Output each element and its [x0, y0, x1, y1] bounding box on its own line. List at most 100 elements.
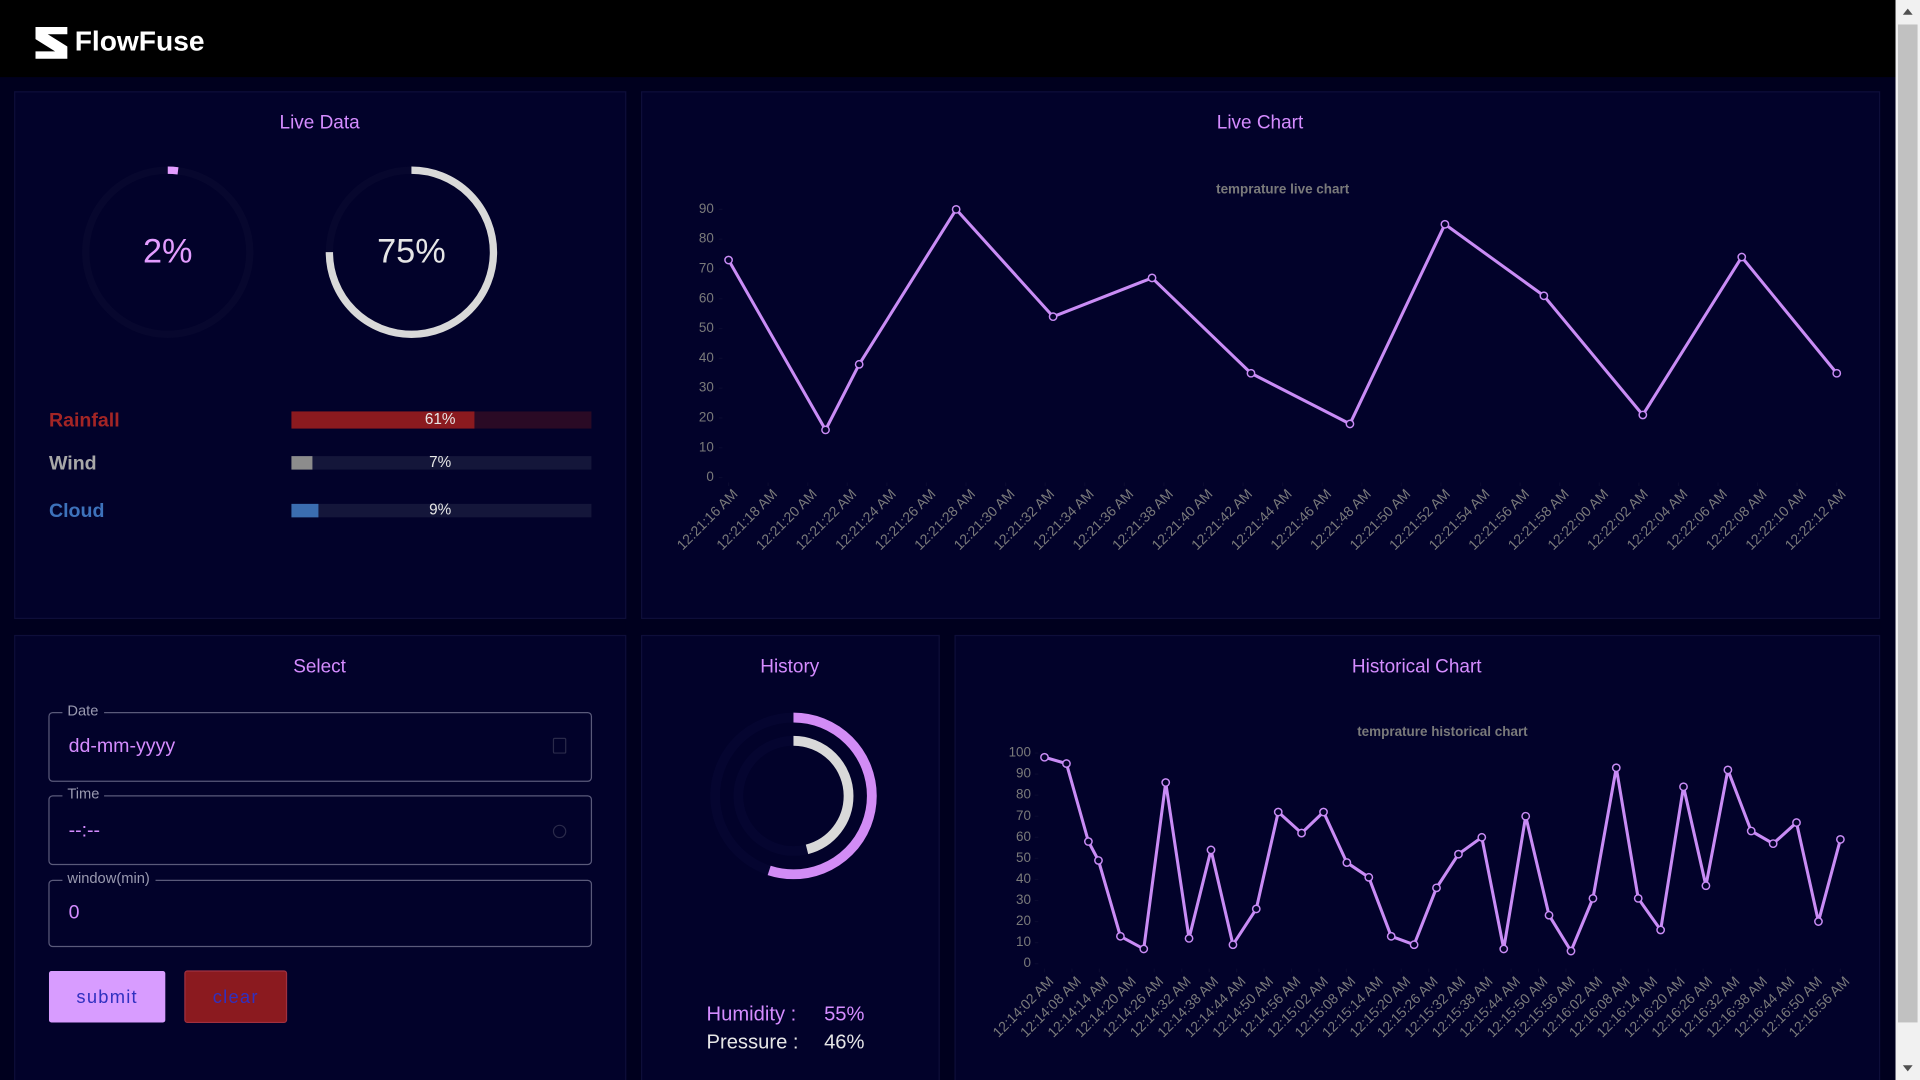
gauge-arc [710, 712, 877, 880]
button-bg[interactable] [48, 971, 166, 1023]
point [1477, 832, 1487, 842]
date-field[interactable]: Date dd-mm-yyyy [48, 702, 593, 782]
button-bg[interactable] [184, 970, 288, 1024]
point [1161, 778, 1171, 787]
point [1116, 931, 1125, 941]
point [1440, 219, 1450, 229]
bar-track [291, 456, 592, 470]
point [1768, 839, 1778, 849]
point [1679, 782, 1688, 792]
point [1147, 273, 1157, 283]
pressure-value: 46% [824, 1032, 864, 1054]
point [1611, 763, 1621, 773]
point [1364, 872, 1374, 882]
y-tick-label: 60 [699, 290, 714, 305]
calendar-icon[interactable] [552, 737, 567, 754]
y-tick-label: 30 [699, 380, 714, 395]
gauge-value: 2% [143, 233, 193, 271]
field-value[interactable]: 0 [69, 902, 80, 924]
gauge-arc [82, 166, 254, 338]
y-tick-label: 20 [699, 410, 714, 425]
gauge-arc [325, 166, 498, 338]
y-tick-label: 50 [699, 320, 714, 335]
point [1206, 845, 1216, 855]
y-tick-label: 40 [699, 350, 714, 365]
input-box[interactable] [48, 879, 593, 948]
point [1656, 925, 1666, 935]
panel [954, 634, 1881, 1080]
field-value[interactable]: --:-- [69, 820, 101, 842]
submit-button[interactable]: submit [48, 971, 166, 1023]
y-tick-label: 90 [699, 201, 714, 216]
point [1723, 765, 1733, 775]
field-label: Time [67, 787, 99, 803]
y-tick-label: 50 [1016, 850, 1031, 865]
button-label[interactable]: submit [76, 986, 137, 1007]
point [1432, 883, 1441, 893]
time-field[interactable]: Time --:-- [48, 786, 593, 866]
point [1521, 811, 1531, 821]
point [1048, 312, 1058, 322]
scroll-up[interactable] [1902, 8, 1913, 15]
clock-icon[interactable] [552, 824, 567, 839]
scroll-thumb[interactable] [1897, 24, 1918, 1023]
point [951, 204, 961, 214]
input-box[interactable] [48, 712, 593, 782]
pressure-label: Pressure : [707, 1032, 799, 1054]
point [1588, 893, 1598, 903]
bar-fill [291, 411, 475, 429]
scroll-down[interactable] [1902, 1065, 1913, 1072]
bar-label: 61% [425, 411, 456, 428]
point [1251, 904, 1261, 914]
point [1737, 252, 1747, 262]
input-box[interactable] [48, 795, 593, 866]
panel-title: Live Chart [1217, 113, 1304, 134]
point [1814, 917, 1823, 926]
y-tick-label: 60 [1016, 829, 1031, 844]
point [1409, 940, 1419, 950]
point [1083, 837, 1093, 846]
panel [641, 91, 1881, 619]
bar-name: Wind [49, 452, 97, 474]
gauge-value: 75% [377, 233, 446, 271]
point [1094, 856, 1103, 865]
point [1832, 368, 1842, 378]
point [724, 255, 733, 265]
label-bg [62, 786, 105, 804]
y-tick-label: 20 [1016, 913, 1031, 928]
bar-name: Rainfall [49, 409, 120, 431]
y-tick-label: 0 [706, 469, 713, 484]
scrollbar[interactable] [1895, 0, 1920, 1080]
point [1297, 828, 1306, 838]
point [1319, 807, 1328, 817]
panel-title: Live Data [280, 113, 361, 134]
y-tick-label: 70 [1016, 808, 1031, 823]
bar-fill [291, 456, 313, 470]
logo-icon [35, 26, 68, 59]
point [1228, 940, 1238, 950]
button-label[interactable]: clear [213, 986, 259, 1007]
y-tick-label: 10 [1016, 934, 1031, 949]
field-value[interactable]: dd-mm-yyyy [69, 735, 176, 757]
point [1386, 931, 1396, 941]
panel-title: History [760, 656, 820, 677]
clear-button[interactable]: clear [184, 970, 288, 1024]
panel [641, 634, 940, 1080]
point [1638, 410, 1648, 420]
bar-track [291, 503, 592, 518]
y-tick-label: 70 [699, 261, 714, 276]
point [854, 359, 864, 369]
point [1345, 419, 1355, 429]
point [821, 425, 830, 435]
window-field[interactable]: window(min) 0 [48, 870, 593, 948]
logo: FlowFuse [35, 25, 205, 59]
panel-title: Historical Chart [1352, 656, 1482, 677]
point [1544, 910, 1554, 920]
point [1454, 849, 1463, 859]
humidity-label: Humidity : [707, 1003, 797, 1025]
bar-label: 9% [429, 502, 452, 519]
point [1499, 944, 1509, 954]
y-tick-label: 30 [1016, 892, 1031, 907]
y-tick-label: 80 [1016, 787, 1031, 802]
